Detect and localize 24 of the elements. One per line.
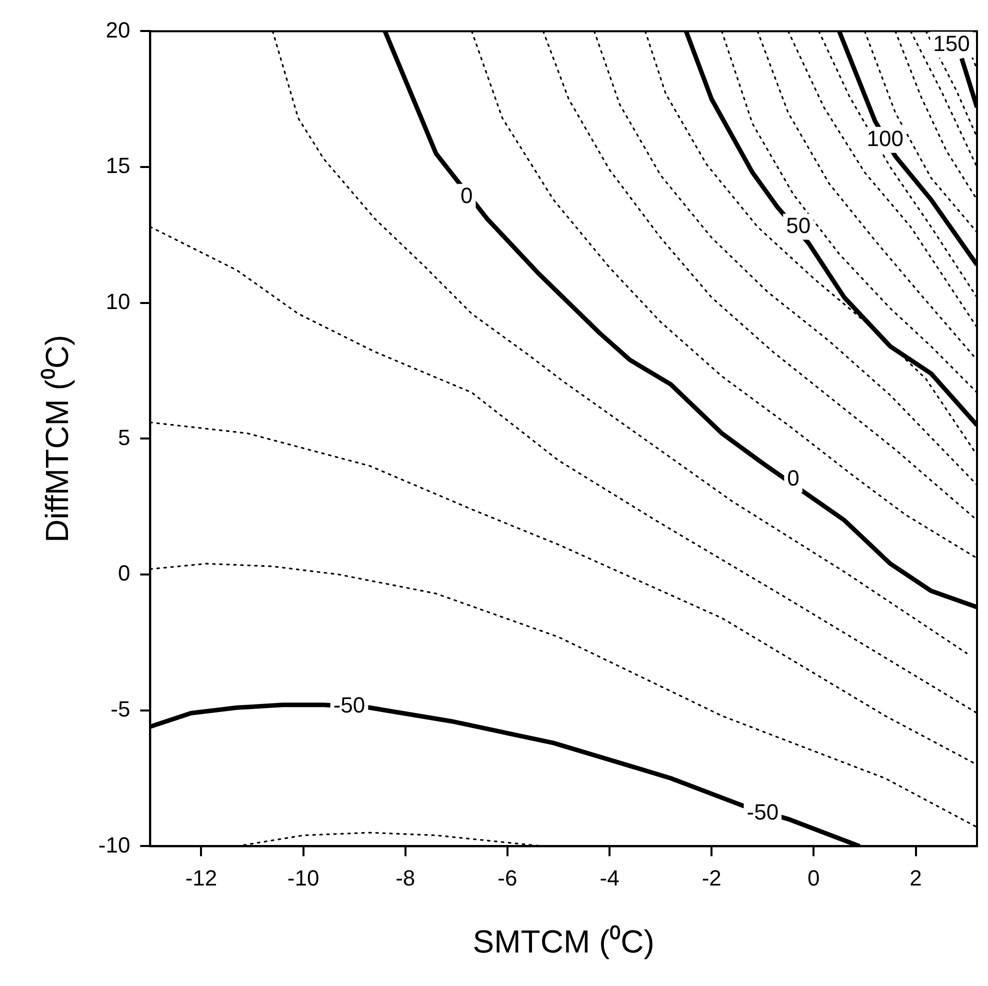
x-tick-label: -6 (498, 865, 518, 890)
annotation: 150 (933, 30, 970, 56)
x-tick-label: 2 (910, 865, 922, 890)
annotation: 100 (866, 126, 904, 151)
x-tick-label: 0 (808, 865, 820, 890)
y-tick-label: -5 (110, 696, 130, 722)
y-tick-label: -10 (98, 832, 130, 858)
y-tick-label: 5 (118, 424, 130, 450)
annotation: 0 (460, 182, 473, 208)
annotation: -50 (333, 692, 366, 718)
annotation: -50 (746, 800, 779, 825)
y-tick-label: 0 (118, 560, 130, 586)
y-tick-label: 10 (106, 288, 130, 314)
x-tick-label: -4 (600, 865, 620, 890)
x-tick-label: -2 (702, 865, 722, 890)
x-tick-label: -8 (396, 865, 416, 890)
y-tick-label: 15 (106, 153, 130, 178)
y-axis-title: DiffMTCM (⁰C) (39, 334, 76, 543)
annotation: 0 (787, 466, 800, 491)
y-tick-label: 20 (106, 17, 130, 42)
x-axis-title: SMTCM (⁰C) (472, 924, 654, 960)
x-tick-label: -10 (287, 865, 320, 890)
x-tick-label: -12 (185, 865, 218, 890)
annotation: 50 (786, 212, 811, 238)
